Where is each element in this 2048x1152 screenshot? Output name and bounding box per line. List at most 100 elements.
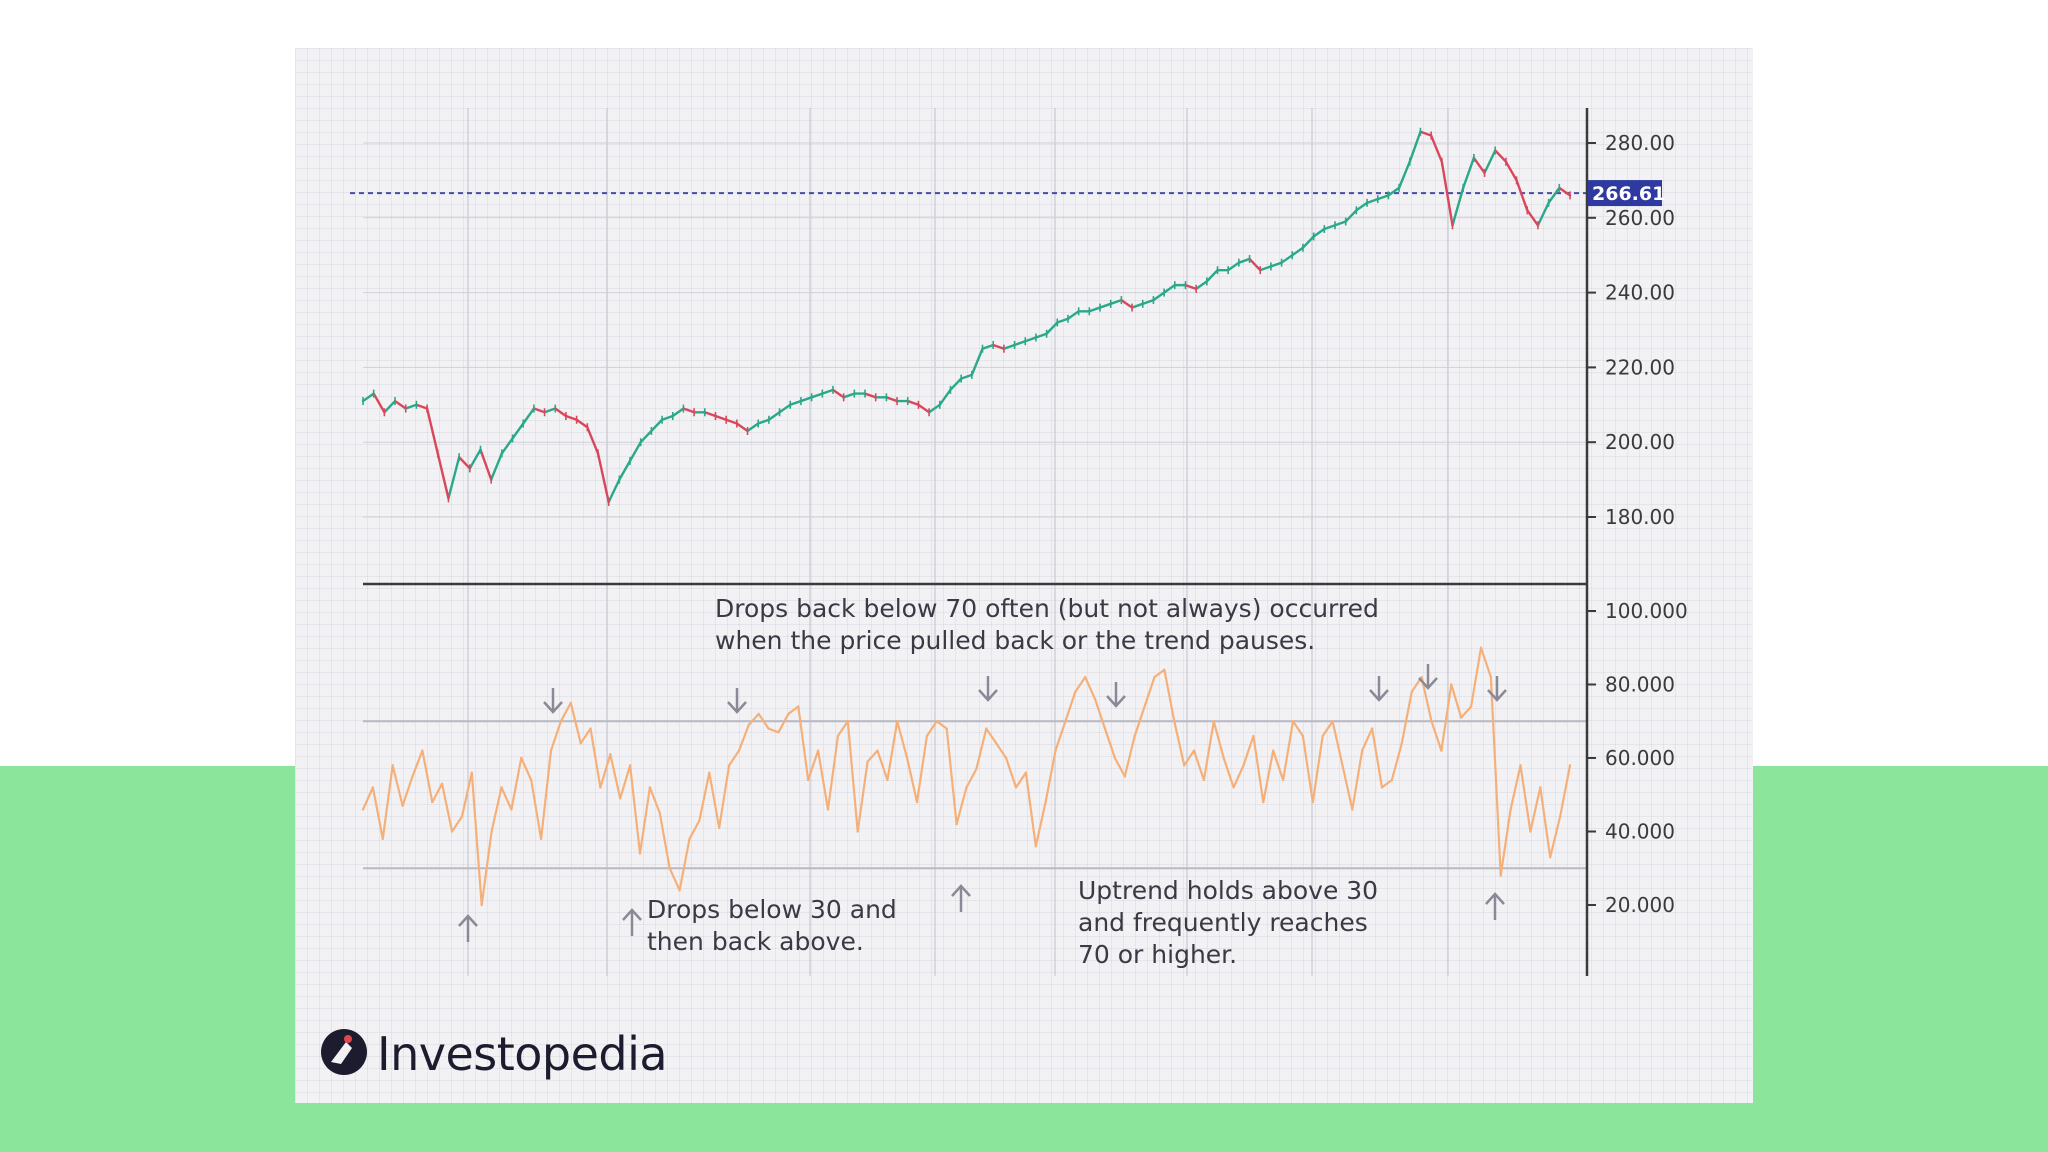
rsi-point bbox=[1014, 786, 1018, 789]
rsi-point bbox=[1173, 720, 1176, 723]
rsi-tick-label: 80.000 bbox=[1605, 673, 1675, 697]
rsi-point bbox=[1361, 749, 1364, 752]
price-segment bbox=[1408, 130, 1422, 163]
rsi-point bbox=[975, 767, 978, 771]
vertical-gridlines bbox=[467, 108, 1449, 976]
rsi-point bbox=[727, 764, 731, 767]
rsi-tick-label: 100.000 bbox=[1605, 599, 1688, 623]
price-segment bbox=[1344, 209, 1358, 223]
up-arrow-head bbox=[951, 884, 971, 897]
price-segment bbox=[425, 407, 439, 455]
price-segment bbox=[671, 407, 685, 418]
rsi-point bbox=[1034, 845, 1037, 848]
price-segment bbox=[1098, 302, 1112, 309]
rsi-point bbox=[896, 720, 899, 723]
price-segment bbox=[714, 414, 728, 421]
price-segment bbox=[767, 411, 781, 421]
rsi-point bbox=[1113, 756, 1117, 760]
rsi-point bbox=[1123, 775, 1126, 778]
price-segment bbox=[1269, 261, 1283, 268]
price-segment bbox=[511, 422, 525, 440]
rsi-point bbox=[500, 786, 503, 789]
rsi-point bbox=[807, 778, 810, 782]
annotation-top-line1: Drops back below 70 often (but not alway… bbox=[715, 594, 1379, 623]
price-segment bbox=[1515, 179, 1529, 212]
rsi-point bbox=[1410, 690, 1413, 694]
rsi-point bbox=[717, 826, 721, 830]
price-segment bbox=[1109, 298, 1123, 306]
rsi-point bbox=[935, 720, 939, 723]
rsi-point bbox=[381, 837, 384, 841]
rsi-axis-ticks: 100.000 80.000 60.000 40.000 20.000 bbox=[1587, 599, 1688, 917]
price-segment bbox=[1387, 186, 1401, 197]
rsi-point bbox=[421, 749, 424, 752]
price-segment bbox=[415, 403, 429, 410]
price-segment bbox=[1088, 306, 1102, 313]
current-price-tag: 266.61 bbox=[1588, 180, 1665, 207]
down-arrow-icon bbox=[1369, 676, 1389, 702]
price-segment bbox=[1472, 156, 1486, 175]
price-segment bbox=[746, 422, 760, 433]
rsi-point bbox=[638, 852, 642, 855]
price-segment bbox=[1141, 298, 1155, 306]
rsi-point bbox=[658, 811, 662, 815]
rsi-tick-label: 40.000 bbox=[1605, 820, 1675, 844]
price-segment bbox=[917, 403, 931, 414]
down-arrow-head bbox=[978, 689, 998, 702]
rsi-point bbox=[1093, 698, 1097, 701]
rsi-point bbox=[1351, 808, 1354, 811]
price-segment bbox=[543, 407, 557, 414]
price-segment bbox=[650, 418, 664, 433]
price-segment bbox=[479, 448, 493, 481]
rsi-point bbox=[708, 771, 711, 774]
price-segment bbox=[959, 373, 974, 380]
price-segment bbox=[607, 478, 621, 504]
price-segment bbox=[447, 455, 461, 500]
price-segment bbox=[1034, 332, 1048, 339]
rsi-point bbox=[1519, 764, 1522, 767]
rsi-point bbox=[1281, 778, 1285, 782]
up-arrow-head bbox=[622, 908, 642, 921]
price-segment bbox=[1152, 291, 1166, 302]
up-arrow-head bbox=[458, 914, 478, 927]
rsi-point bbox=[539, 837, 543, 841]
price-segment bbox=[1558, 186, 1572, 197]
price-segment bbox=[393, 399, 407, 410]
rsi-point bbox=[1084, 675, 1087, 679]
price-segment bbox=[799, 396, 813, 403]
chart-card: 280.00 260.00 240.00 220.00 200.00 180.00 100… bbox=[295, 48, 1753, 1103]
price-segment bbox=[682, 407, 696, 414]
rsi-point bbox=[797, 705, 800, 708]
rsi-point bbox=[401, 804, 404, 807]
rsi-point bbox=[1064, 720, 1067, 723]
price-segment bbox=[1002, 343, 1016, 350]
rsi-point bbox=[1420, 675, 1423, 679]
rsi-point bbox=[1242, 764, 1245, 767]
rsi-point bbox=[1479, 646, 1483, 649]
annotation-uptrend: Uptrend holds above 30 and frequently re… bbox=[1078, 876, 1378, 969]
price-segment bbox=[810, 392, 824, 399]
rsi-point bbox=[757, 712, 760, 716]
price-segment bbox=[1419, 130, 1433, 137]
rsi-point bbox=[1163, 668, 1166, 671]
rsi-tick-label: 60.000 bbox=[1605, 746, 1675, 770]
rsi-series bbox=[361, 646, 1572, 907]
down-arrow-icon bbox=[978, 676, 998, 702]
rsi-point bbox=[510, 808, 513, 811]
price-series bbox=[361, 127, 1572, 507]
price-segment bbox=[992, 343, 1006, 350]
logo-text: Investopedia bbox=[377, 1027, 667, 1081]
price-segment bbox=[927, 403, 941, 414]
price-segment bbox=[1451, 186, 1465, 227]
price-segment bbox=[586, 426, 600, 455]
annotation-uptrend-line1: Uptrend holds above 30 bbox=[1078, 876, 1378, 905]
rsi-point bbox=[619, 797, 622, 800]
down-arrow-head bbox=[727, 701, 747, 714]
price-segment bbox=[639, 429, 653, 444]
price-segment bbox=[468, 448, 482, 470]
rsi-point bbox=[1509, 808, 1512, 811]
rsi-point bbox=[569, 701, 572, 705]
up-arrow-icon bbox=[458, 914, 478, 942]
rsi-point bbox=[846, 720, 849, 723]
price-segment bbox=[532, 407, 546, 414]
